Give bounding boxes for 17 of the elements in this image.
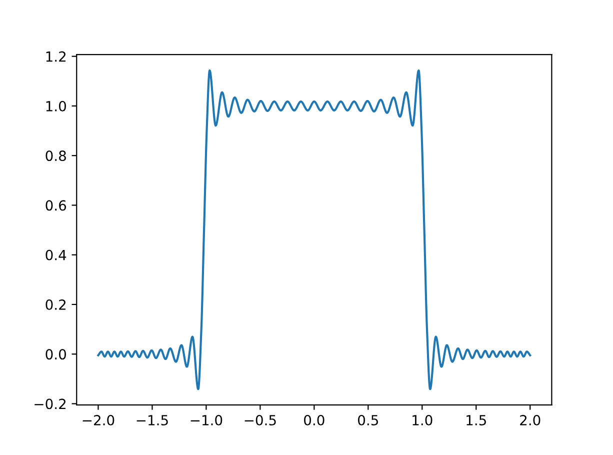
- y-tick-label: −0.2: [34, 398, 66, 410]
- y-tick-label: 1.2: [46, 51, 66, 62]
- y-tick-label: 1.0: [46, 100, 66, 112]
- x-tick-label: 1.5: [466, 415, 486, 426]
- y-tick-label: 0.0: [46, 349, 66, 360]
- x-tick-label: −0.5: [244, 414, 276, 426]
- x-tick-label: −1.5: [136, 415, 168, 426]
- y-tick-label: 0.4: [46, 250, 66, 260]
- x-tick-label: −1.0: [190, 414, 222, 426]
- x-tick-label: 1.0: [412, 414, 432, 426]
- y-tick-label: 0.8: [46, 150, 66, 162]
- x-tick-label: 2.0: [520, 414, 540, 426]
- x-tick-label: 0.0: [304, 414, 324, 426]
- y-tick-label: 0.2: [46, 299, 66, 310]
- x-tick-label: 0.5: [358, 414, 378, 426]
- x-tick-label: −2.0: [82, 414, 114, 426]
- y-tick-label: 0.6: [46, 200, 66, 211]
